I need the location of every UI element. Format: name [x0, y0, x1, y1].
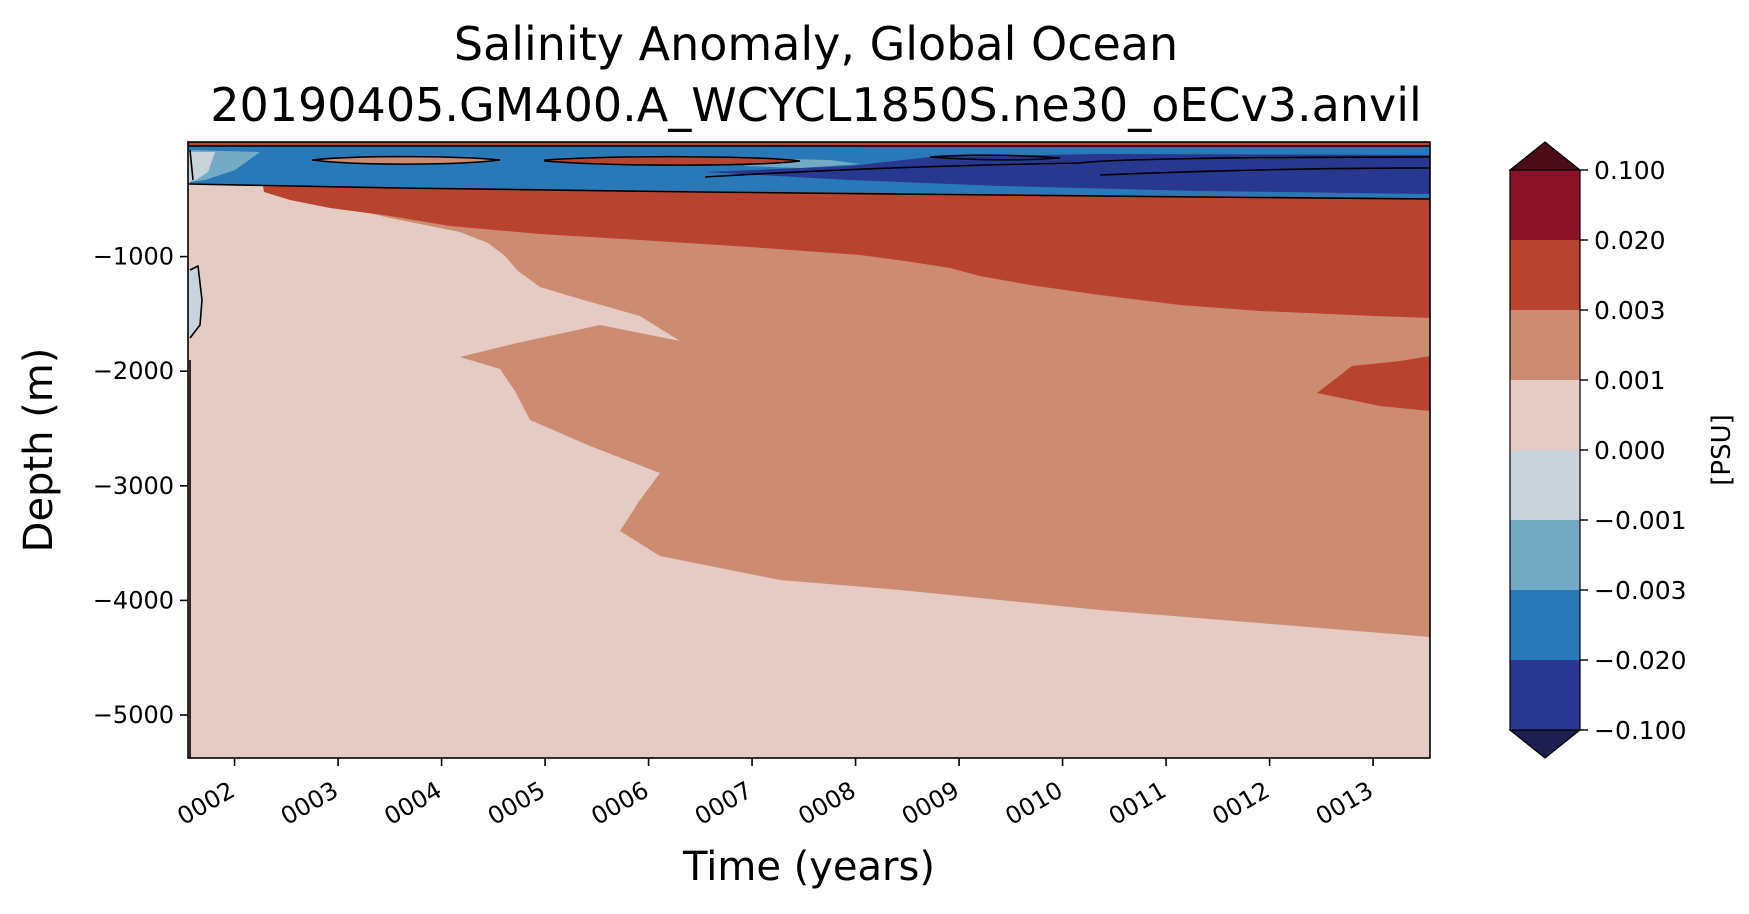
plot-area: 0002 0003 0004 0005 0006 0007 0008 0009 0010 0011… [93, 141, 1431, 831]
contour-line-blob-c [929, 154, 1061, 161]
colorbar-swatch [1510, 660, 1580, 730]
colorbar-tick-label: 0.003 [1594, 296, 1666, 325]
colorbar-tick-label: −0.100 [1594, 716, 1687, 745]
fill-0003-0020-deep [1317, 356, 1430, 411]
colorbar-swatch [1510, 450, 1580, 520]
x-tick-label: 0013 [1311, 776, 1378, 831]
colorbar-swatch [1510, 590, 1580, 660]
fill-neg-0000-0001 [188, 152, 215, 182]
x-tick-label: 0006 [587, 776, 654, 831]
colorbar-swatch [1510, 310, 1580, 380]
x-tick-label: 0011 [1104, 776, 1171, 831]
colorbar-extend-min [1508, 729, 1582, 759]
x-tick-label: 0010 [1001, 776, 1068, 831]
contour-line-deep-negative [704, 156, 1430, 178]
contour-line-left-edge [189, 149, 203, 758]
colorbar-extend-max [1508, 141, 1582, 171]
chart-subtitle: 20190405.GM400.A_WCYCL1850S.ne30_oECv3.a… [210, 78, 1422, 132]
x-axis-label: Time (years) [682, 844, 935, 890]
colorbar-tick-label: −0.020 [1594, 646, 1687, 675]
x-tick-label: 0008 [794, 776, 861, 831]
y-tick-label: −4000 [93, 586, 174, 614]
colorbar-swatch [1510, 170, 1580, 240]
fill-positive-blob-b [545, 156, 800, 166]
colorbar-tick-label: −0.003 [1594, 576, 1687, 605]
colorbar-tick-label: −0.001 [1594, 506, 1687, 535]
x-tick-label: 0007 [690, 776, 757, 831]
fill-neg-left-blob [188, 266, 202, 338]
x-tick-label: 0003 [276, 776, 343, 831]
y-tick-label: −3000 [93, 472, 174, 500]
y-tick-label: −5000 [93, 701, 174, 729]
x-axis: 0002 0003 0004 0005 0006 0007 0008 0009 0010 0011… [173, 758, 1378, 831]
colorbar-swatch [1510, 380, 1580, 450]
x-tick-label: 0002 [173, 776, 240, 831]
fill-positive-blob-a [312, 156, 500, 165]
y-tick-label: −2000 [93, 357, 174, 385]
colorbar-tick-label: 0.001 [1594, 366, 1666, 395]
contour-line-lower [188, 183, 1430, 200]
y-tick-label: −1000 [93, 243, 174, 271]
y-axis: −1000 −2000 −3000 −4000 −5000 [93, 243, 188, 729]
colorbar-tick-label: 0.100 [1594, 156, 1666, 185]
fill-0003-0020 [262, 180, 1430, 318]
colorbar-tick-label: 0.020 [1594, 226, 1666, 255]
y-axis-label: Depth (m) [16, 348, 62, 553]
colorbar-swatch [1510, 240, 1580, 310]
x-tick-label: 0012 [1208, 776, 1275, 831]
x-tick-label: 0005 [483, 776, 550, 831]
contour-line-blob-b [544, 155, 801, 166]
fill-neg-0020-0100 [705, 154, 1430, 194]
colorbar: −0.100 −0.020 −0.003 −0.001 0.000 0.001 0.003 0… [1508, 141, 1687, 759]
chart-title: Salinity Anomaly, Global Ocean [454, 17, 1178, 71]
x-tick-label: 0004 [380, 776, 447, 831]
colorbar-tick-label: 0.000 [1594, 436, 1666, 465]
colorbar-swatch [1510, 520, 1580, 590]
colorbar-label: [PSU] [1707, 414, 1737, 486]
contour-fills [188, 142, 1430, 758]
x-tick-label: 0009 [897, 776, 964, 831]
plot-frame [187, 141, 1431, 759]
contour-line-blob-a [311, 155, 501, 165]
